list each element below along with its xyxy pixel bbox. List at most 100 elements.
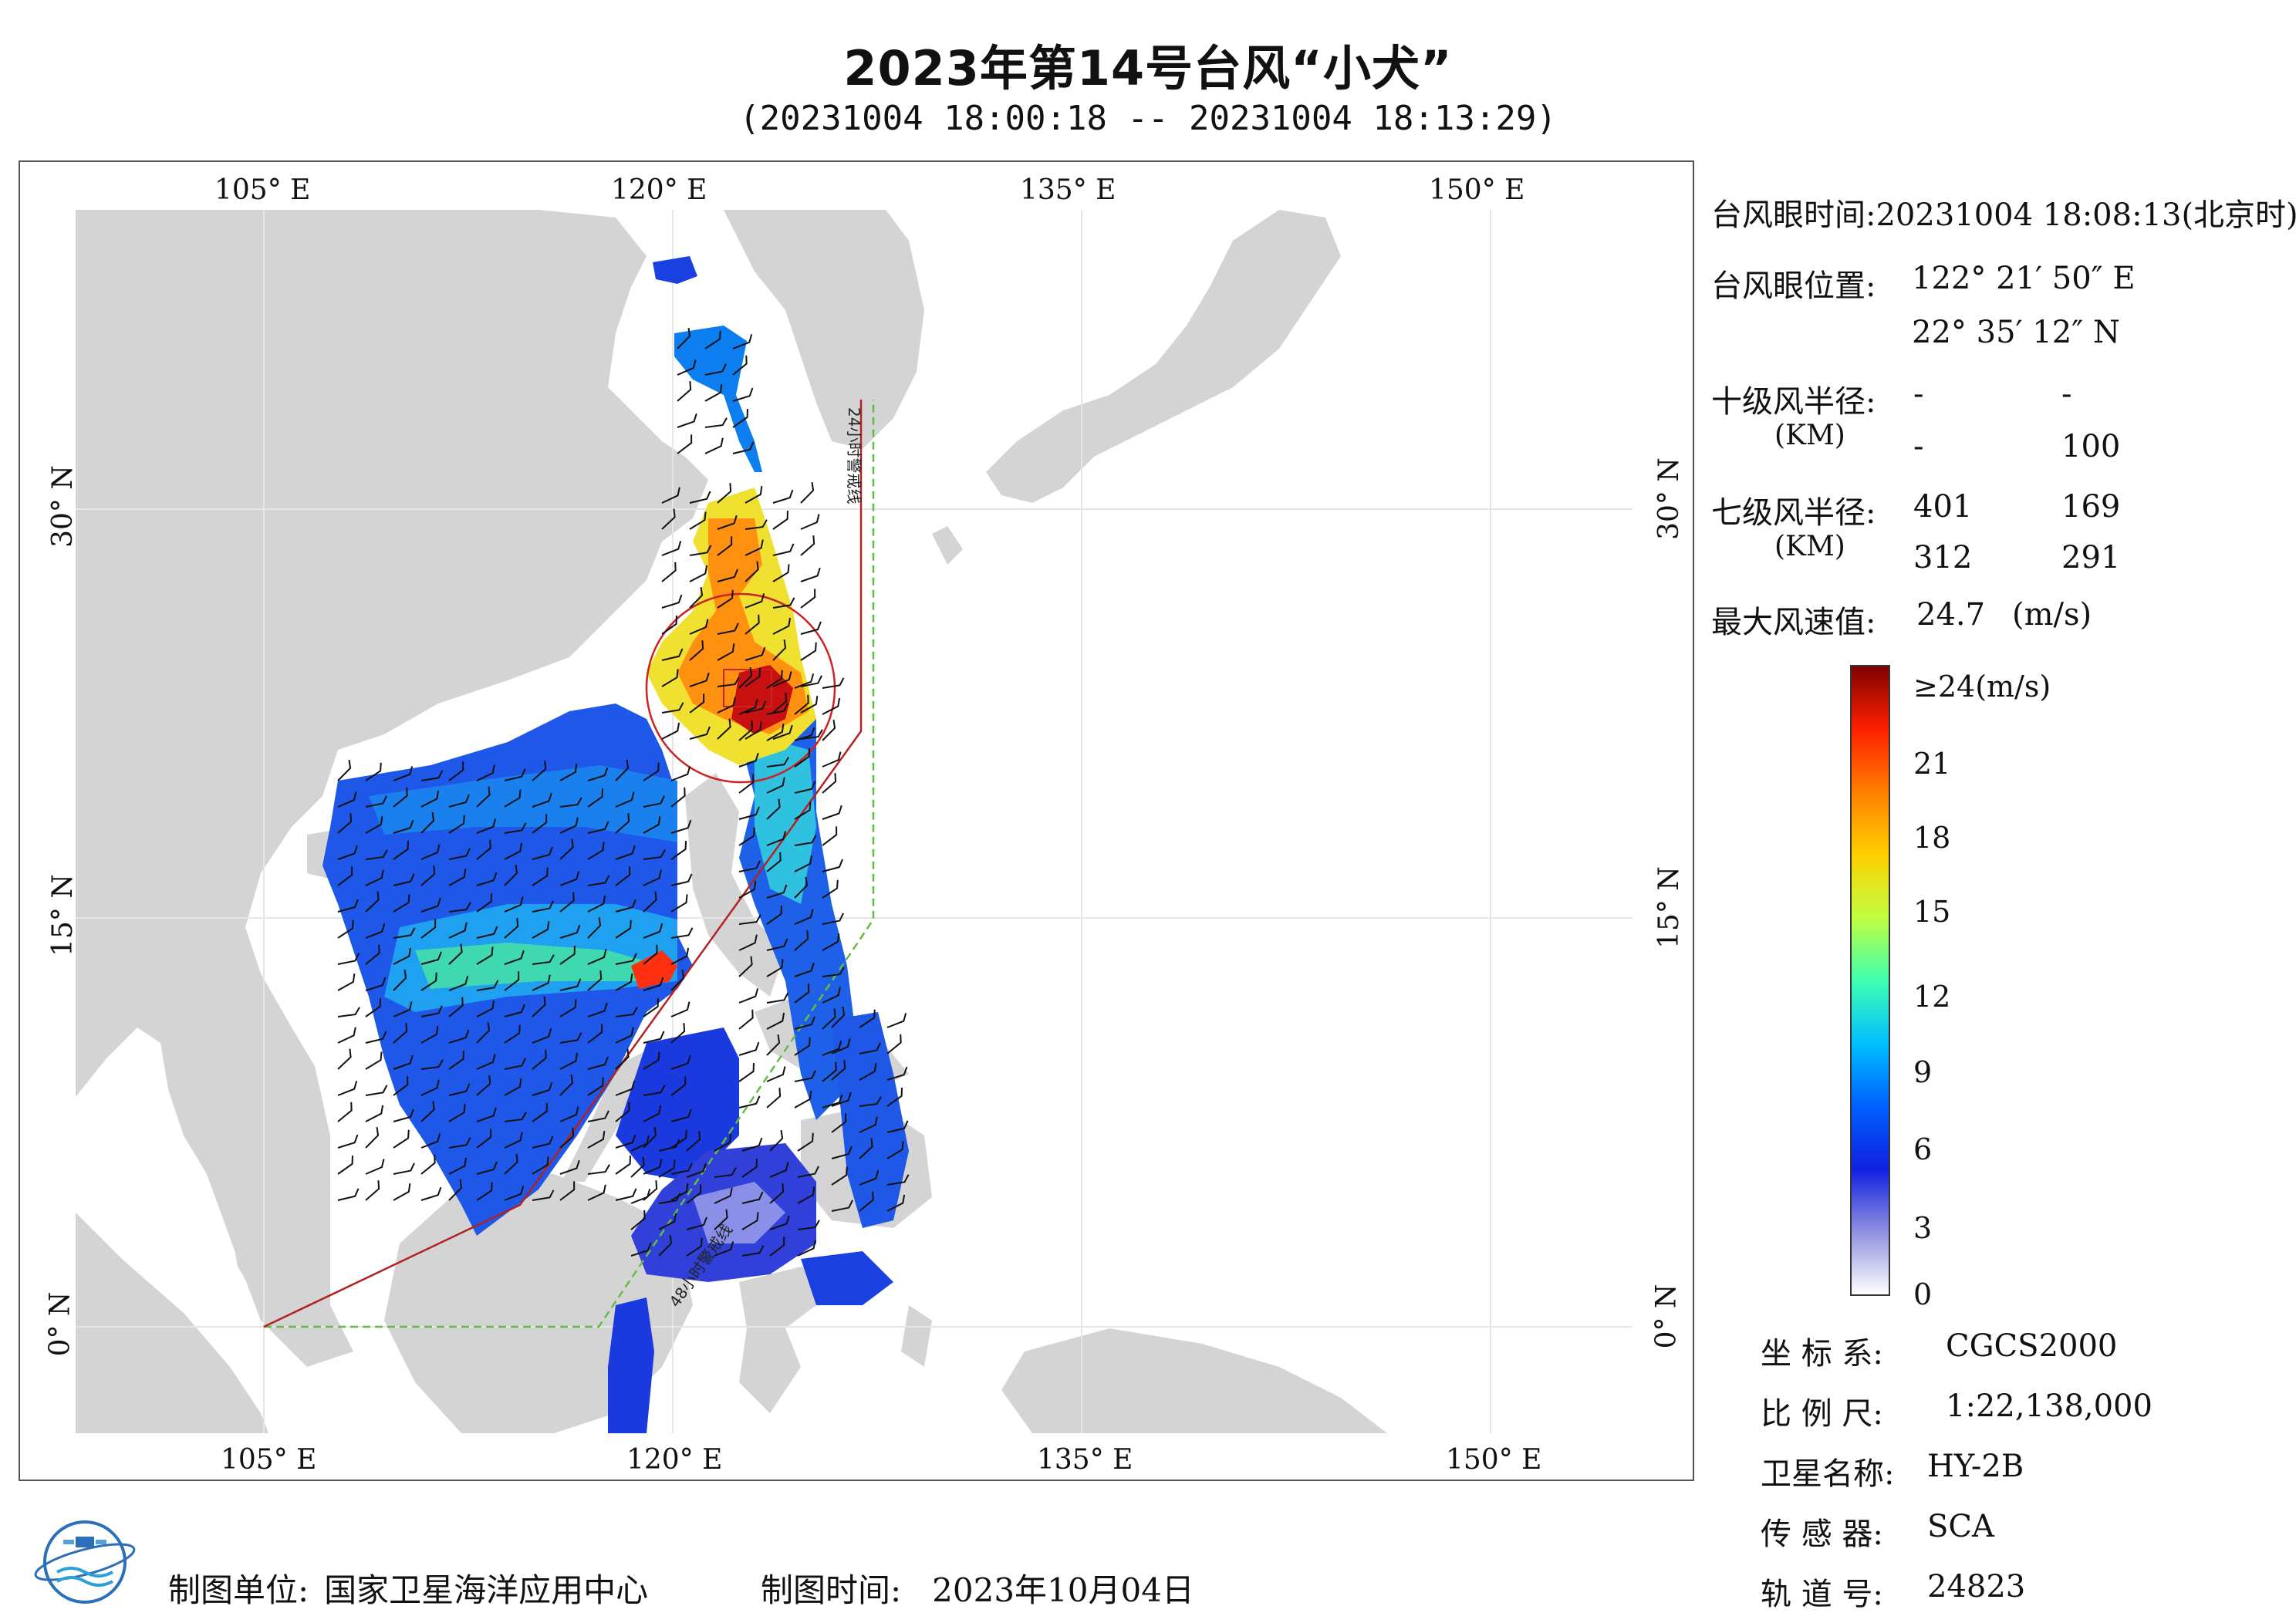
new-guinea-island [1001,1328,1387,1433]
r10-sw: - [1913,429,1924,464]
typhoon-eye-box [723,669,772,707]
wind-barb-105 [365,977,387,991]
wind-barb-350 [772,671,792,687]
wind-barb-418 [859,1170,880,1186]
wind-barb-240 [822,773,837,794]
wind-barb-287 [794,1091,812,1108]
lon-tick-bottom-105: 105° E [221,1444,317,1476]
wind-barb-44 [476,839,491,860]
wind-barb-263 [794,930,809,951]
wind-barb-127 [615,1007,638,1017]
typhoon-wind-circle [645,592,836,784]
max-wind-label: 最大风速值: [1711,605,1876,640]
wind-barb-115 [643,977,664,991]
r10-label: 十级风半径: [1711,384,1876,420]
wind-barb-12 [670,766,691,781]
wind-barb-98 [532,954,555,965]
swath-west-band2 [369,765,677,842]
wind-barb-294 [732,355,748,376]
wind-barb-357 [800,696,819,714]
wind-barb-152 [587,1056,609,1070]
wind-barb-88 [615,919,632,939]
wind-barb-65 [337,899,359,913]
wind-barb-224 [822,677,845,689]
swath-celebes [801,1251,893,1305]
wind-barb-241 [738,806,760,820]
wind-barb-192 [615,1134,636,1149]
wind-barb-213 [476,1182,493,1201]
eye-lon-value: 122° 21′ 50″ E [1912,261,2136,296]
wind-barb-42 [420,844,441,860]
wind-barb-140 [615,1027,634,1044]
wind-barb-143 [337,1048,352,1070]
wind-barb-268 [822,967,845,977]
wind-barb-166 [615,1081,636,1096]
crs-label: 坐 标 系: [1761,1336,1883,1372]
wind-barb-212 [448,1179,463,1201]
wind-barb-220 [670,1183,689,1201]
wind-barb-243 [794,801,812,820]
warning-line-48h [264,400,875,1328]
wind-barb-227 [794,694,809,715]
production-date-label: 制图时间: [761,1571,902,1609]
colorbar-top-label: ≥24(m/s) [1913,670,2051,704]
wind-barb-382 [741,1191,764,1204]
map-subtitle: (20231004 18:00:18 -- 20231004 18:13:29) [739,99,1557,138]
wind-barb-335 [689,619,709,635]
wind-barb-126 [587,1002,608,1017]
wind-barb-134 [448,1029,470,1044]
r7-label: 七级风半径: [1711,495,1876,531]
wind-barb-63 [643,869,662,886]
wind-barb-349 [745,668,761,687]
asia-mainland [76,210,708,1367]
wind-barb-194 [670,1129,687,1149]
r10-unit: (KM) [1774,420,1845,451]
wind-barb-48 [587,842,605,860]
wind-barb-252 [822,859,843,872]
wind-barb-275 [794,1016,815,1030]
wind-barb-175 [504,1112,527,1122]
wind-barb-231 [794,727,815,741]
wind-barb-277 [738,1041,760,1056]
lon-tick-bottom-135: 135° E [1037,1444,1133,1476]
wind-barb-366 [686,1131,701,1152]
wind-barb-255 [794,877,809,899]
wind-barb-191 [587,1131,606,1149]
wind-barb-38 [670,819,692,834]
wind-barb-83 [476,926,498,939]
wind-barb-326 [772,564,790,582]
wind-barb-158 [393,1076,409,1096]
wind-barb-271 [794,984,810,1004]
wind-barb-138 [559,1032,582,1044]
wind-barb-68 [420,897,441,913]
lat-tick-right-0: 0° N [1650,1284,1683,1349]
wind-barb-162 [504,1078,522,1096]
wind-barb-262 [766,938,788,951]
wind-barb-161 [476,1075,491,1096]
wind-barb-18 [476,786,491,808]
wind-barb-87 [587,917,602,939]
wind-barb-86 [559,924,581,939]
scale-value: 1:22,138,000 [1946,1388,2152,1424]
wind-barb-113 [587,970,603,991]
wind-barb-43 [448,848,471,860]
malay-peninsula [230,1220,315,1336]
wind-barbs [337,328,910,1257]
eye-lat-value: 22° 35′ 12″ N [1912,315,2120,350]
wind-barb-184 [393,1129,410,1149]
wind-barb-315 [800,514,820,530]
wind-barb-0 [337,760,352,781]
r7-nw: 291 [2061,540,2121,575]
wind-barb-40 [365,849,388,860]
wind-barb-173 [448,1104,466,1122]
wind-barb-269 [738,988,759,1004]
r7-sw: 312 [1913,540,1973,575]
wind-barb-99 [559,946,576,965]
wind-barb-57 [476,872,498,886]
wind-barb-232 [822,720,836,741]
wind-barb-217 [587,1184,606,1201]
wind-barb-196 [365,1159,385,1175]
wind-barb-24 [643,795,665,808]
wind-barb-386 [658,1213,677,1230]
wind-barb-419 [886,1174,910,1186]
